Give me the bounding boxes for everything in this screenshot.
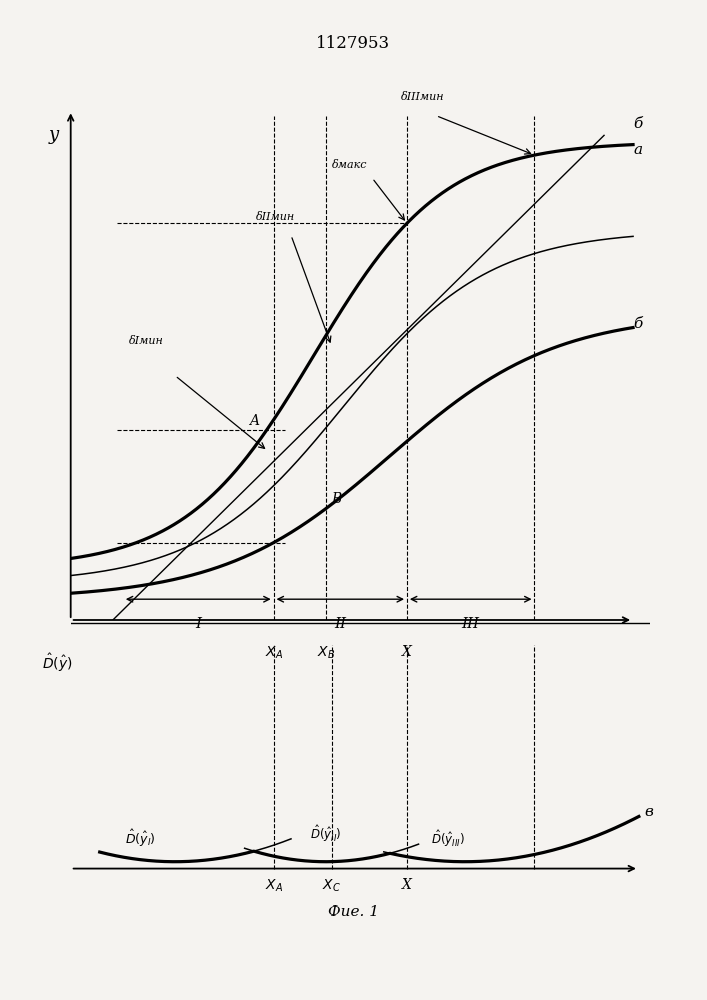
- Text: $X_A$: $X_A$: [264, 644, 283, 661]
- Text: $\hat{D}(\hat{y}_{II})$: $\hat{D}(\hat{y}_{II})$: [310, 823, 341, 844]
- Text: б: б: [633, 317, 642, 331]
- Text: δІІмин: δІІмин: [256, 212, 296, 222]
- Text: y: y: [48, 126, 59, 144]
- Text: Фие. 1: Фие. 1: [328, 905, 379, 919]
- Text: δІмин: δІмин: [129, 336, 163, 346]
- Text: δІІІмин: δІІІмин: [401, 92, 445, 102]
- Text: A: A: [249, 414, 259, 428]
- Text: X: X: [402, 645, 412, 659]
- Text: $\hat{D}(\hat{y}_I)$: $\hat{D}(\hat{y}_I)$: [125, 828, 156, 849]
- Text: II: II: [334, 617, 346, 631]
- Text: $X_B$: $X_B$: [317, 644, 335, 661]
- Text: $X_A$: $X_A$: [264, 877, 283, 894]
- Text: δмакс: δмакс: [332, 160, 367, 170]
- Text: $X_C$: $X_C$: [322, 877, 341, 894]
- Text: $\hat{D}(\hat{y}_{III})$: $\hat{D}(\hat{y}_{III})$: [431, 828, 464, 849]
- Text: X: X: [402, 878, 412, 892]
- Text: III: III: [462, 617, 480, 631]
- Text: $\hat{D}(\hat{y})$: $\hat{D}(\hat{y})$: [42, 651, 72, 674]
- Text: a: a: [633, 143, 642, 157]
- Text: б: б: [633, 117, 642, 131]
- Text: 1127953: 1127953: [317, 35, 390, 52]
- Text: I: I: [195, 617, 201, 631]
- Text: B: B: [332, 492, 341, 506]
- Text: в: в: [645, 805, 653, 819]
